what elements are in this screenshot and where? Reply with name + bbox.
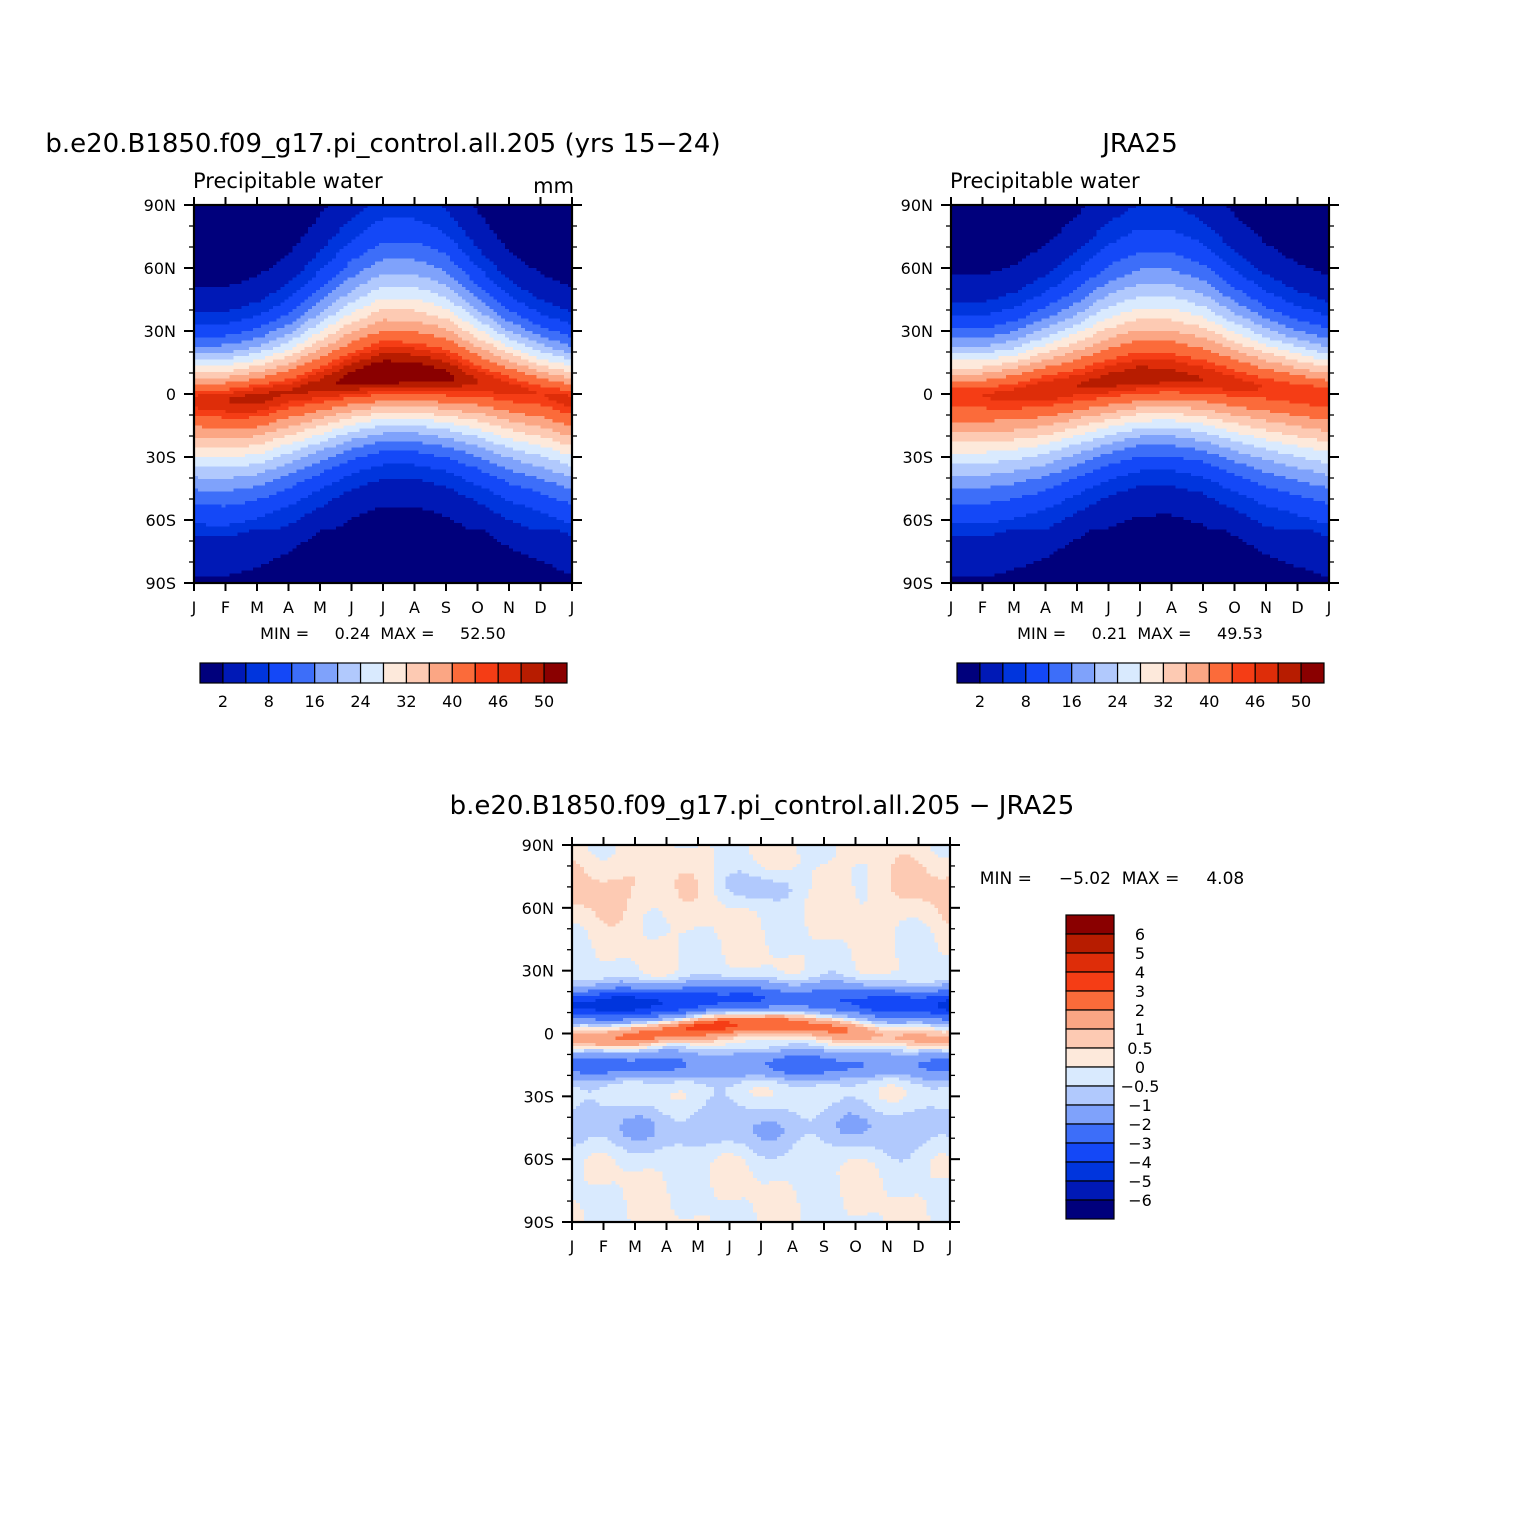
panel-model-variable-label: Precipitable water xyxy=(193,169,383,193)
panel-model: b.e20.B1850.f09_g17.pi_control.all.205 (… xyxy=(45,129,720,711)
panel-model-units-label: mm xyxy=(533,174,574,198)
panel-model-title: b.e20.B1850.f09_g17.pi_control.all.205 (… xyxy=(45,129,720,159)
contour-fill-cells xyxy=(194,205,573,584)
